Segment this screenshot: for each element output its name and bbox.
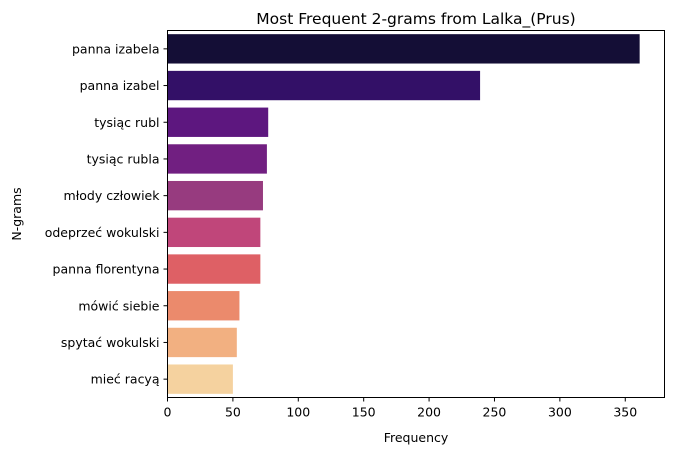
bar-5 — [167, 180, 263, 211]
x-tick-label: 150 — [352, 405, 376, 420]
y-axis-ticks: panna izabela panna izabel tysiąc rubl tysi… — [45, 41, 168, 387]
bar-7 — [167, 254, 261, 284]
y-axis-label: N-grams — [9, 187, 24, 240]
x-tick-label: 250 — [483, 405, 507, 420]
bar-2 — [167, 70, 481, 101]
bar-1 — [167, 34, 640, 64]
y-tick-label: mieć racyą — [91, 372, 160, 387]
x-axis-label: Frequency — [384, 430, 449, 445]
y-tick-label: spytać wokulski — [61, 335, 160, 350]
chart-title: Most Frequent 2-grams from Lalka_(Prus) — [256, 10, 575, 29]
bar-9 — [167, 327, 237, 358]
bar-4 — [167, 144, 267, 174]
bars-group — [167, 34, 640, 394]
y-tick-label: młody człowiek — [64, 188, 161, 203]
y-tick-label: odeprzeć wokulski — [45, 225, 160, 240]
bar-3 — [167, 107, 269, 137]
bar-6 — [167, 217, 261, 248]
y-tick-label: mówić siebie — [78, 298, 159, 313]
x-tick-label: 0 — [164, 405, 172, 420]
y-tick-label: tysiąc rubl — [94, 115, 159, 130]
x-tick-label: 100 — [286, 405, 310, 420]
bar-10 — [167, 364, 233, 394]
y-tick-label: panna florentyna — [53, 262, 160, 277]
x-tick-label: 350 — [613, 405, 637, 420]
plot-frame — [167, 30, 665, 398]
x-axis-ticks: 0 50 100 150 200 250 300 350 — [164, 397, 637, 420]
y-tick-label: tysiąc rubla — [87, 151, 160, 166]
y-tick-label: panna izabel — [80, 78, 160, 93]
bar-8 — [167, 291, 240, 321]
x-tick-label: 200 — [417, 405, 441, 420]
y-tick-label: panna izabela — [72, 41, 160, 56]
x-tick-label: 300 — [548, 405, 572, 420]
x-tick-label: 50 — [225, 405, 241, 420]
